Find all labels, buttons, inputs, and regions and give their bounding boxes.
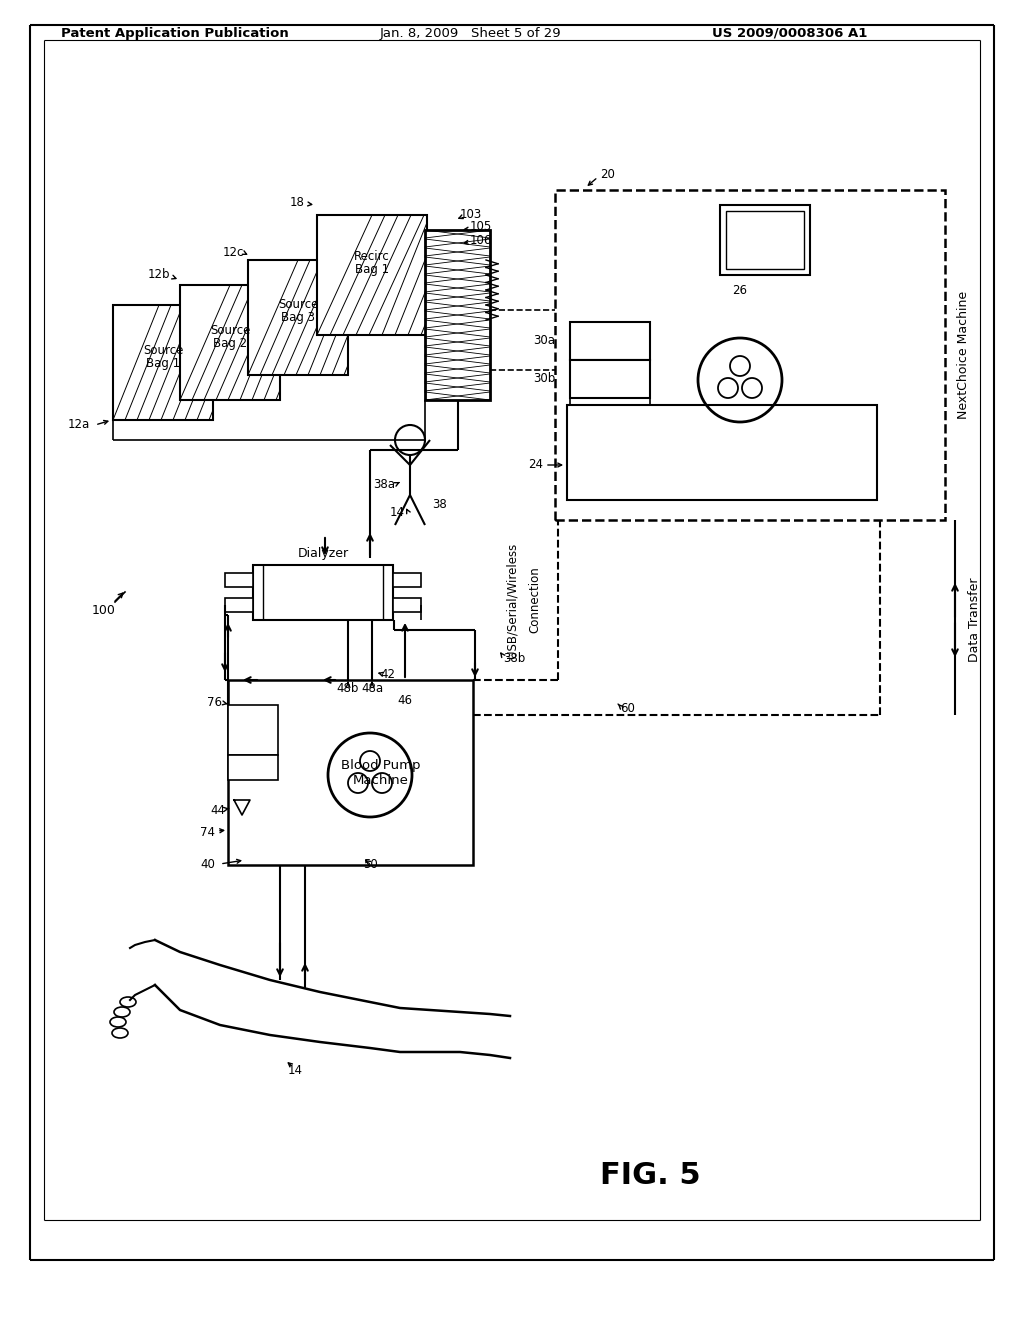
- Text: Recirc: Recirc: [354, 251, 390, 264]
- Bar: [726, 211, 804, 269]
- Bar: [225, 598, 253, 612]
- Text: Patent Application Publication: Patent Application Publication: [61, 26, 289, 40]
- Bar: [225, 573, 253, 587]
- Text: Bag 3: Bag 3: [281, 312, 315, 325]
- Text: Blood Pump: Blood Pump: [341, 759, 420, 771]
- Text: US 2009/0008306 A1: US 2009/0008306 A1: [713, 26, 867, 40]
- Text: 14: 14: [390, 506, 406, 519]
- Text: 74: 74: [200, 825, 215, 838]
- Text: 42: 42: [380, 668, 395, 681]
- Text: 38b: 38b: [503, 652, 525, 664]
- Text: 76: 76: [207, 696, 222, 709]
- Text: NextChoice Machine: NextChoice Machine: [957, 290, 970, 418]
- Bar: [248, 260, 348, 375]
- Bar: [317, 215, 427, 335]
- Text: 106: 106: [470, 235, 493, 248]
- Bar: [570, 322, 650, 360]
- Text: 60: 60: [620, 701, 635, 714]
- Text: 30b: 30b: [532, 372, 555, 385]
- Text: 12c: 12c: [222, 246, 244, 259]
- Text: 44: 44: [210, 804, 225, 817]
- Bar: [253, 565, 393, 620]
- Text: Bag 2: Bag 2: [213, 337, 247, 350]
- Bar: [228, 755, 278, 780]
- Bar: [720, 205, 810, 275]
- Text: 38: 38: [432, 499, 447, 511]
- Bar: [393, 573, 421, 587]
- Text: Source: Source: [210, 323, 250, 337]
- Text: 48b: 48b: [337, 681, 359, 694]
- Text: Data Transfer: Data Transfer: [968, 578, 981, 663]
- Text: Bag 1: Bag 1: [355, 264, 389, 276]
- Bar: [425, 230, 490, 400]
- Text: Source: Source: [278, 298, 318, 312]
- Text: USB/Serial/Wireless: USB/Serial/Wireless: [506, 543, 518, 657]
- Text: 100: 100: [92, 603, 116, 616]
- Text: 38a: 38a: [373, 479, 395, 491]
- Text: 12b: 12b: [147, 268, 170, 281]
- Text: 20: 20: [600, 169, 614, 181]
- Bar: [555, 190, 945, 520]
- Text: Bag 1: Bag 1: [146, 356, 180, 370]
- Bar: [113, 305, 213, 420]
- Bar: [567, 405, 877, 500]
- Text: 48a: 48a: [360, 681, 383, 694]
- Bar: [393, 598, 421, 612]
- Text: 26: 26: [732, 284, 748, 297]
- Text: 40: 40: [200, 858, 215, 871]
- Text: 24: 24: [528, 458, 543, 471]
- Bar: [228, 705, 278, 755]
- Bar: [228, 680, 473, 865]
- Text: Source: Source: [142, 343, 183, 356]
- Text: Jan. 8, 2009   Sheet 5 of 29: Jan. 8, 2009 Sheet 5 of 29: [379, 26, 561, 40]
- Bar: [570, 360, 650, 399]
- Text: 46: 46: [397, 693, 413, 706]
- Text: 30a: 30a: [534, 334, 555, 347]
- Text: 18: 18: [290, 195, 305, 209]
- Text: Connection: Connection: [528, 566, 542, 634]
- Bar: [180, 285, 280, 400]
- Text: Dialyzer: Dialyzer: [297, 546, 348, 560]
- Text: Machine: Machine: [352, 774, 409, 787]
- Text: 14: 14: [288, 1064, 302, 1077]
- Text: 105: 105: [470, 220, 493, 234]
- Text: 50: 50: [362, 858, 378, 871]
- Text: 12a: 12a: [68, 418, 90, 432]
- Text: 103: 103: [460, 209, 482, 222]
- Text: FIG. 5: FIG. 5: [600, 1160, 700, 1189]
